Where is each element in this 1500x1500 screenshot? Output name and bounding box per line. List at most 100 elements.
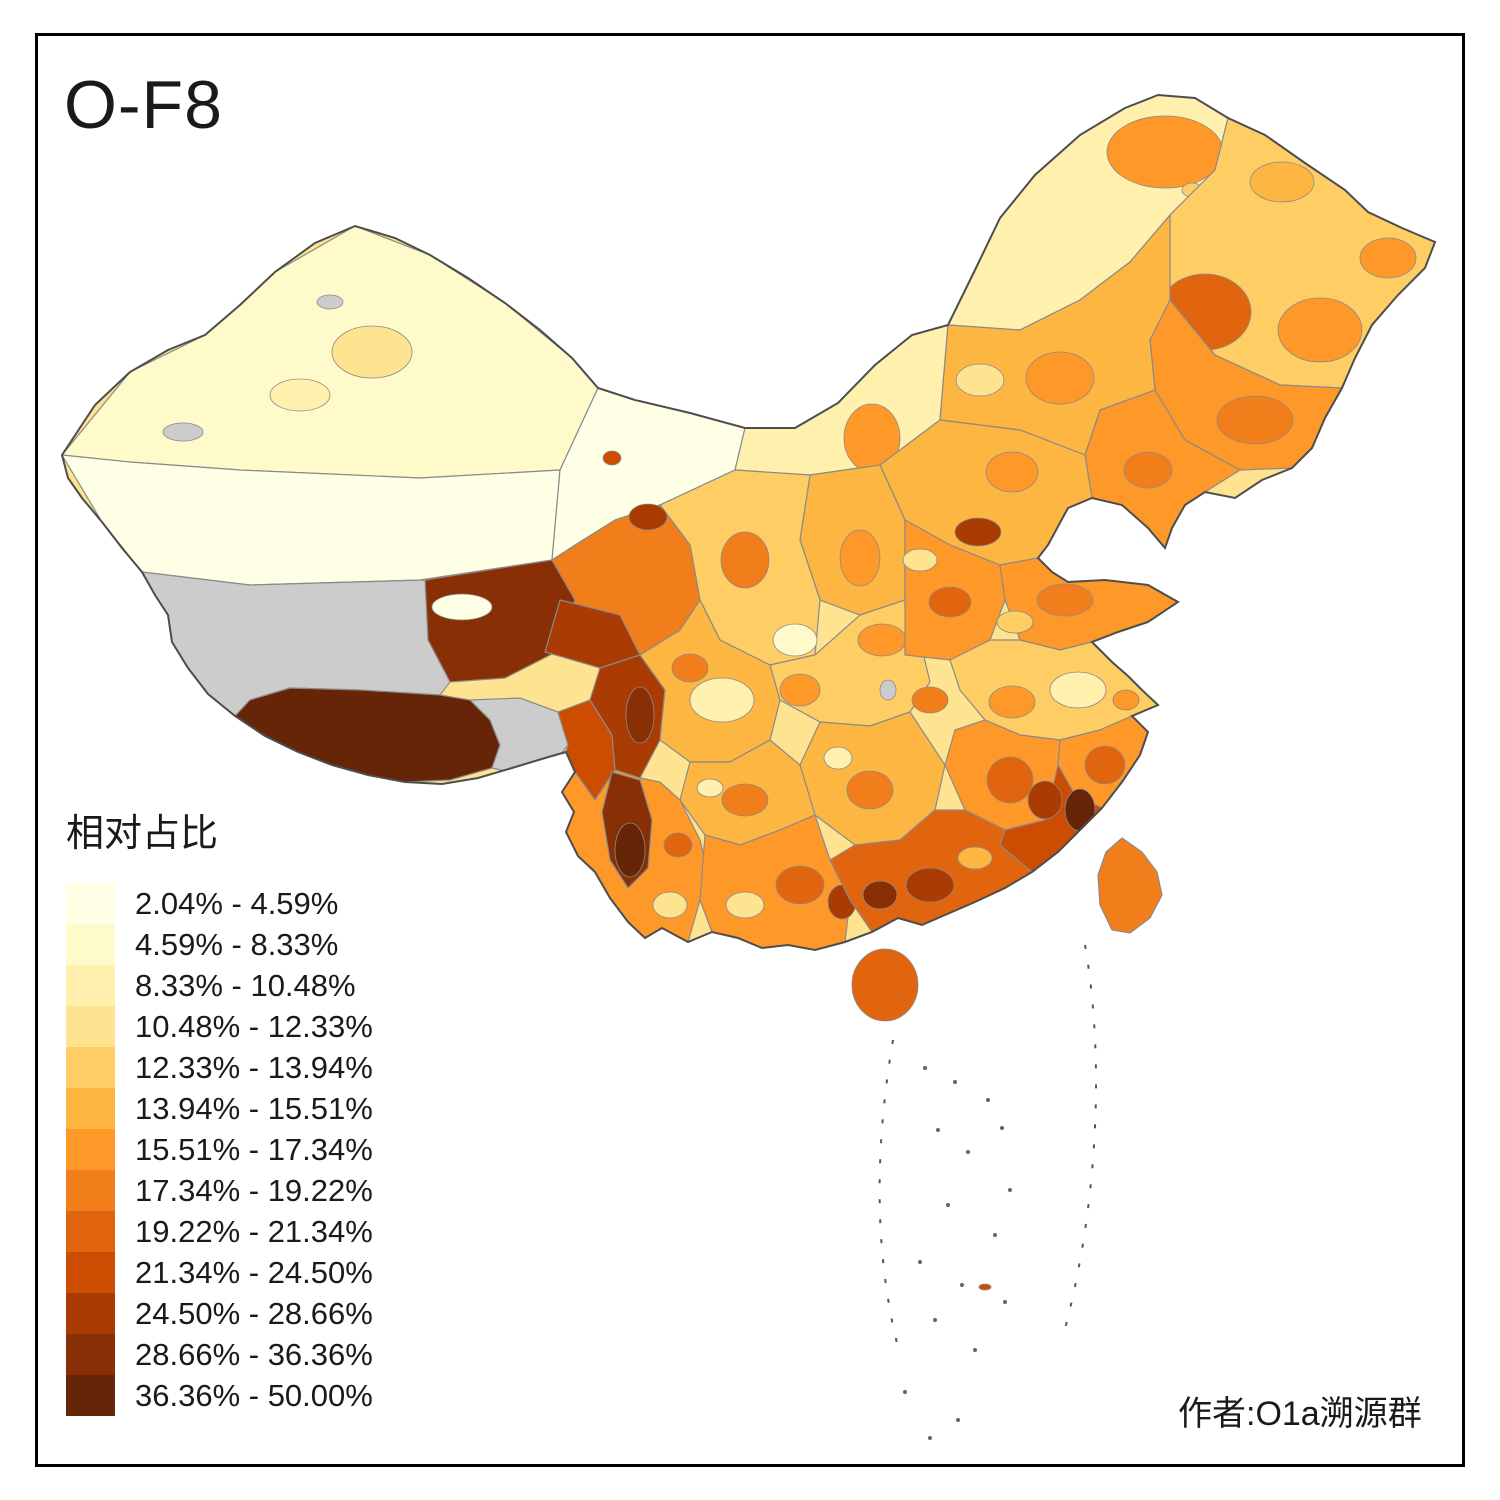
map-region: [985, 451, 1039, 493]
legend-label: 24.50% - 28.66%: [135, 1295, 373, 1331]
legend-item: 28.66% - 36.36%: [66, 1334, 373, 1375]
legend-swatch: [66, 1006, 115, 1047]
map-region: [62, 225, 599, 479]
map-region: [1249, 161, 1315, 203]
legend-item: 15.51% - 17.34%: [66, 1129, 373, 1170]
map-region: [978, 1283, 992, 1291]
map-region: [988, 685, 1036, 719]
legend-label: 17.34% - 19.22%: [135, 1172, 373, 1208]
legend-swatch: [66, 1088, 115, 1129]
legend-label: 36.36% - 50.00%: [135, 1377, 373, 1413]
legend-item: 36.36% - 50.00%: [66, 1375, 373, 1416]
legend: 相对占比 2.04% - 4.59% 4.59% - 8.33% 8.33% - 1…: [66, 802, 373, 1416]
map-region: [928, 586, 972, 618]
map-region: [725, 891, 765, 919]
map-region: [857, 623, 907, 657]
legend-item: 8.33% - 10.48%: [66, 965, 373, 1006]
legend-swatch: [66, 1129, 115, 1170]
map-region: [431, 593, 493, 621]
map-region: [1049, 671, 1107, 709]
map-region: [775, 865, 825, 905]
legend-item: 24.50% - 28.66%: [66, 1293, 373, 1334]
legend-item: 17.34% - 19.22%: [66, 1170, 373, 1211]
map-region: [851, 948, 919, 1022]
map-region: [625, 686, 655, 744]
legend-item: 19.22% - 21.34%: [66, 1211, 373, 1252]
legend-item: 10.48% - 12.33%: [66, 1006, 373, 1047]
legend-swatch: [66, 1293, 115, 1334]
map-region: [779, 673, 821, 707]
map-region: [954, 517, 1002, 547]
legend-swatch: [66, 883, 115, 924]
map-region: [1123, 451, 1173, 489]
map-region: [720, 531, 770, 589]
map-region: [905, 867, 955, 903]
mainland-regions-layer: [62, 95, 1435, 950]
map-region: [269, 378, 331, 412]
legend-label: 13.94% - 15.51%: [135, 1090, 373, 1126]
map-region: [316, 294, 344, 310]
legend-label: 4.59% - 8.33%: [135, 926, 339, 962]
legend-label: 2.04% - 4.59%: [135, 885, 339, 921]
legend-item: 13.94% - 15.51%: [66, 1088, 373, 1129]
legend-title: 相对占比: [66, 813, 219, 855]
map-region: [846, 770, 894, 810]
legend-swatch: [66, 1047, 115, 1088]
map-region: [652, 891, 688, 919]
map-region: [1027, 780, 1063, 820]
legend-item: 4.59% - 8.33%: [66, 924, 373, 965]
map-region: [955, 363, 1005, 397]
map-region: [957, 846, 993, 870]
map-region: [823, 746, 853, 770]
map-region: [614, 822, 646, 878]
map-region: [696, 778, 724, 798]
legend-label: 15.51% - 17.34%: [135, 1131, 373, 1167]
map-region: [671, 653, 709, 683]
map-region: [911, 686, 949, 714]
south-china-sea-boundary: [878, 944, 1097, 1356]
map-frame: [35, 33, 1465, 1467]
map-region: [331, 325, 413, 379]
map-region: [879, 679, 897, 701]
map-region: [1106, 115, 1224, 189]
map-region: [162, 422, 204, 442]
attribution: 作者:O1a溯源群: [1178, 1395, 1422, 1433]
island-regions-layer: [851, 837, 1163, 1291]
map-region: [628, 503, 668, 531]
legend-swatch: [66, 1375, 115, 1416]
map-region: [862, 880, 898, 910]
legend-items: 2.04% - 4.59% 4.59% - 8.33% 8.33% - 10.48%…: [66, 883, 373, 1416]
legend-item: 2.04% - 4.59%: [66, 883, 373, 924]
map-region: [234, 687, 501, 783]
legend-label: 21.34% - 24.50%: [135, 1254, 373, 1290]
map-region: [1064, 788, 1096, 832]
legend-swatch: [66, 924, 115, 965]
map-region: [772, 623, 818, 657]
map-region: [663, 832, 693, 858]
map-region: [996, 610, 1034, 634]
map-region: [1084, 745, 1126, 785]
map-region: [1025, 351, 1095, 405]
legend-label: 8.33% - 10.48%: [135, 967, 356, 1003]
map-region: [1277, 297, 1363, 363]
legend-swatch: [66, 1252, 115, 1293]
map-region: [1216, 395, 1294, 445]
legend-item: 12.33% - 13.94%: [66, 1047, 373, 1088]
legend-item: 21.34% - 24.50%: [66, 1252, 373, 1293]
map-region: [1097, 837, 1163, 934]
legend-label: 12.33% - 13.94%: [135, 1049, 373, 1085]
south-china-sea-islands: [903, 1066, 1012, 1440]
map-region: [721, 783, 769, 817]
map-region: [839, 529, 881, 587]
legend-swatch: [66, 1334, 115, 1375]
legend-label: 19.22% - 21.34%: [135, 1213, 373, 1249]
legend-label: 10.48% - 12.33%: [135, 1008, 373, 1044]
map-region: [1036, 583, 1094, 617]
map-region: [689, 677, 755, 723]
legend-swatch: [66, 1170, 115, 1211]
map-region: [986, 756, 1034, 804]
map-region: [602, 450, 622, 466]
legend-swatch: [66, 1211, 115, 1252]
legend-label: 28.66% - 36.36%: [135, 1336, 373, 1372]
